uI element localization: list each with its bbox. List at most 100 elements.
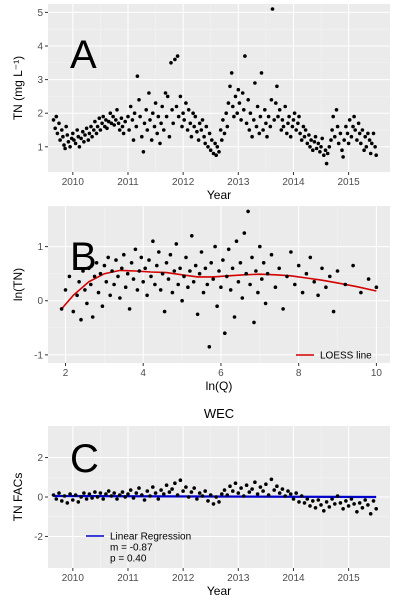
data-point	[123, 495, 127, 499]
data-point	[235, 111, 239, 115]
x-tick-label: 2011	[117, 177, 139, 188]
data-point	[168, 252, 173, 257]
data-point	[255, 104, 260, 109]
data-point	[202, 134, 206, 139]
data-point	[206, 145, 210, 149]
data-point	[318, 150, 322, 154]
data-point	[287, 114, 291, 119]
data-point	[169, 61, 173, 65]
data-point	[104, 492, 108, 496]
data-point	[87, 492, 92, 496]
data-point	[63, 288, 68, 292]
data-point	[148, 118, 152, 122]
data-point	[170, 290, 175, 295]
data-point	[239, 486, 243, 490]
x-tick-label: 2012	[172, 177, 195, 188]
y-tick-label: -2	[34, 532, 43, 543]
data-point	[85, 301, 89, 306]
data-point	[302, 134, 307, 139]
data-point	[221, 258, 225, 262]
data-point	[253, 81, 257, 85]
plot-background	[48, 206, 390, 363]
data-point	[346, 141, 351, 146]
data-point	[182, 274, 186, 279]
data-point	[140, 493, 144, 497]
data-point	[335, 124, 340, 129]
data-point	[344, 124, 348, 129]
data-point	[90, 315, 95, 319]
data-point	[341, 155, 345, 159]
data-point	[186, 495, 191, 499]
data-point	[248, 282, 252, 287]
data-point	[247, 490, 252, 494]
data-point	[149, 274, 153, 279]
data-point	[173, 57, 177, 62]
data-point	[184, 255, 188, 260]
data-point	[68, 145, 72, 149]
data-point	[128, 488, 133, 492]
data-point	[100, 121, 104, 126]
data-point	[62, 494, 67, 498]
data-point	[366, 277, 371, 281]
data-point	[188, 269, 192, 273]
data-point	[322, 509, 326, 513]
data-point	[308, 504, 312, 508]
data-point	[109, 494, 114, 498]
data-point	[197, 271, 202, 276]
data-point	[311, 148, 315, 152]
data-point	[234, 239, 239, 243]
plot-title: WEC	[204, 406, 234, 421]
data-point	[54, 114, 59, 119]
data-point	[95, 495, 100, 499]
data-point	[94, 131, 99, 136]
data-point	[246, 209, 250, 214]
x-tick-label: 10	[371, 368, 383, 379]
data-point	[121, 131, 126, 136]
data-point	[300, 290, 305, 295]
data-point	[341, 507, 345, 511]
data-point	[325, 151, 330, 156]
data-point	[374, 153, 379, 157]
data-point	[305, 497, 310, 501]
data-point	[244, 483, 249, 488]
data-point	[118, 296, 122, 300]
data-point	[204, 124, 209, 129]
data-point	[331, 309, 336, 314]
data-point	[257, 131, 262, 136]
data-point	[152, 124, 157, 129]
y-tick-label: 3	[37, 75, 43, 86]
data-point	[93, 490, 97, 494]
data-point	[82, 140, 86, 144]
data-point	[156, 114, 161, 119]
data-point	[312, 280, 317, 284]
data-point	[67, 274, 72, 279]
data-point	[84, 126, 89, 131]
data-point	[218, 128, 223, 132]
data-point	[193, 114, 198, 119]
data-point	[233, 94, 238, 99]
data-point	[252, 320, 256, 325]
data-point	[213, 244, 217, 249]
data-point	[338, 501, 343, 505]
legend-stat-pvalue: p = 0.40	[110, 554, 147, 565]
data-point	[133, 247, 138, 252]
data-point	[128, 104, 133, 109]
data-point	[134, 124, 139, 129]
data-point	[351, 263, 355, 268]
data-point	[142, 498, 147, 502]
data-point	[112, 491, 116, 495]
data-point	[255, 492, 260, 496]
data-point	[296, 263, 301, 268]
data-point	[156, 497, 161, 501]
data-point	[87, 266, 91, 271]
x-tick-label: 2011	[117, 573, 139, 584]
data-point	[104, 118, 108, 122]
data-point	[111, 114, 115, 119]
data-point	[258, 485, 263, 489]
data-point	[89, 282, 93, 287]
data-point	[153, 491, 158, 495]
data-point	[192, 486, 196, 490]
data-point	[140, 134, 144, 139]
data-point	[79, 136, 83, 141]
data-point	[55, 131, 60, 136]
